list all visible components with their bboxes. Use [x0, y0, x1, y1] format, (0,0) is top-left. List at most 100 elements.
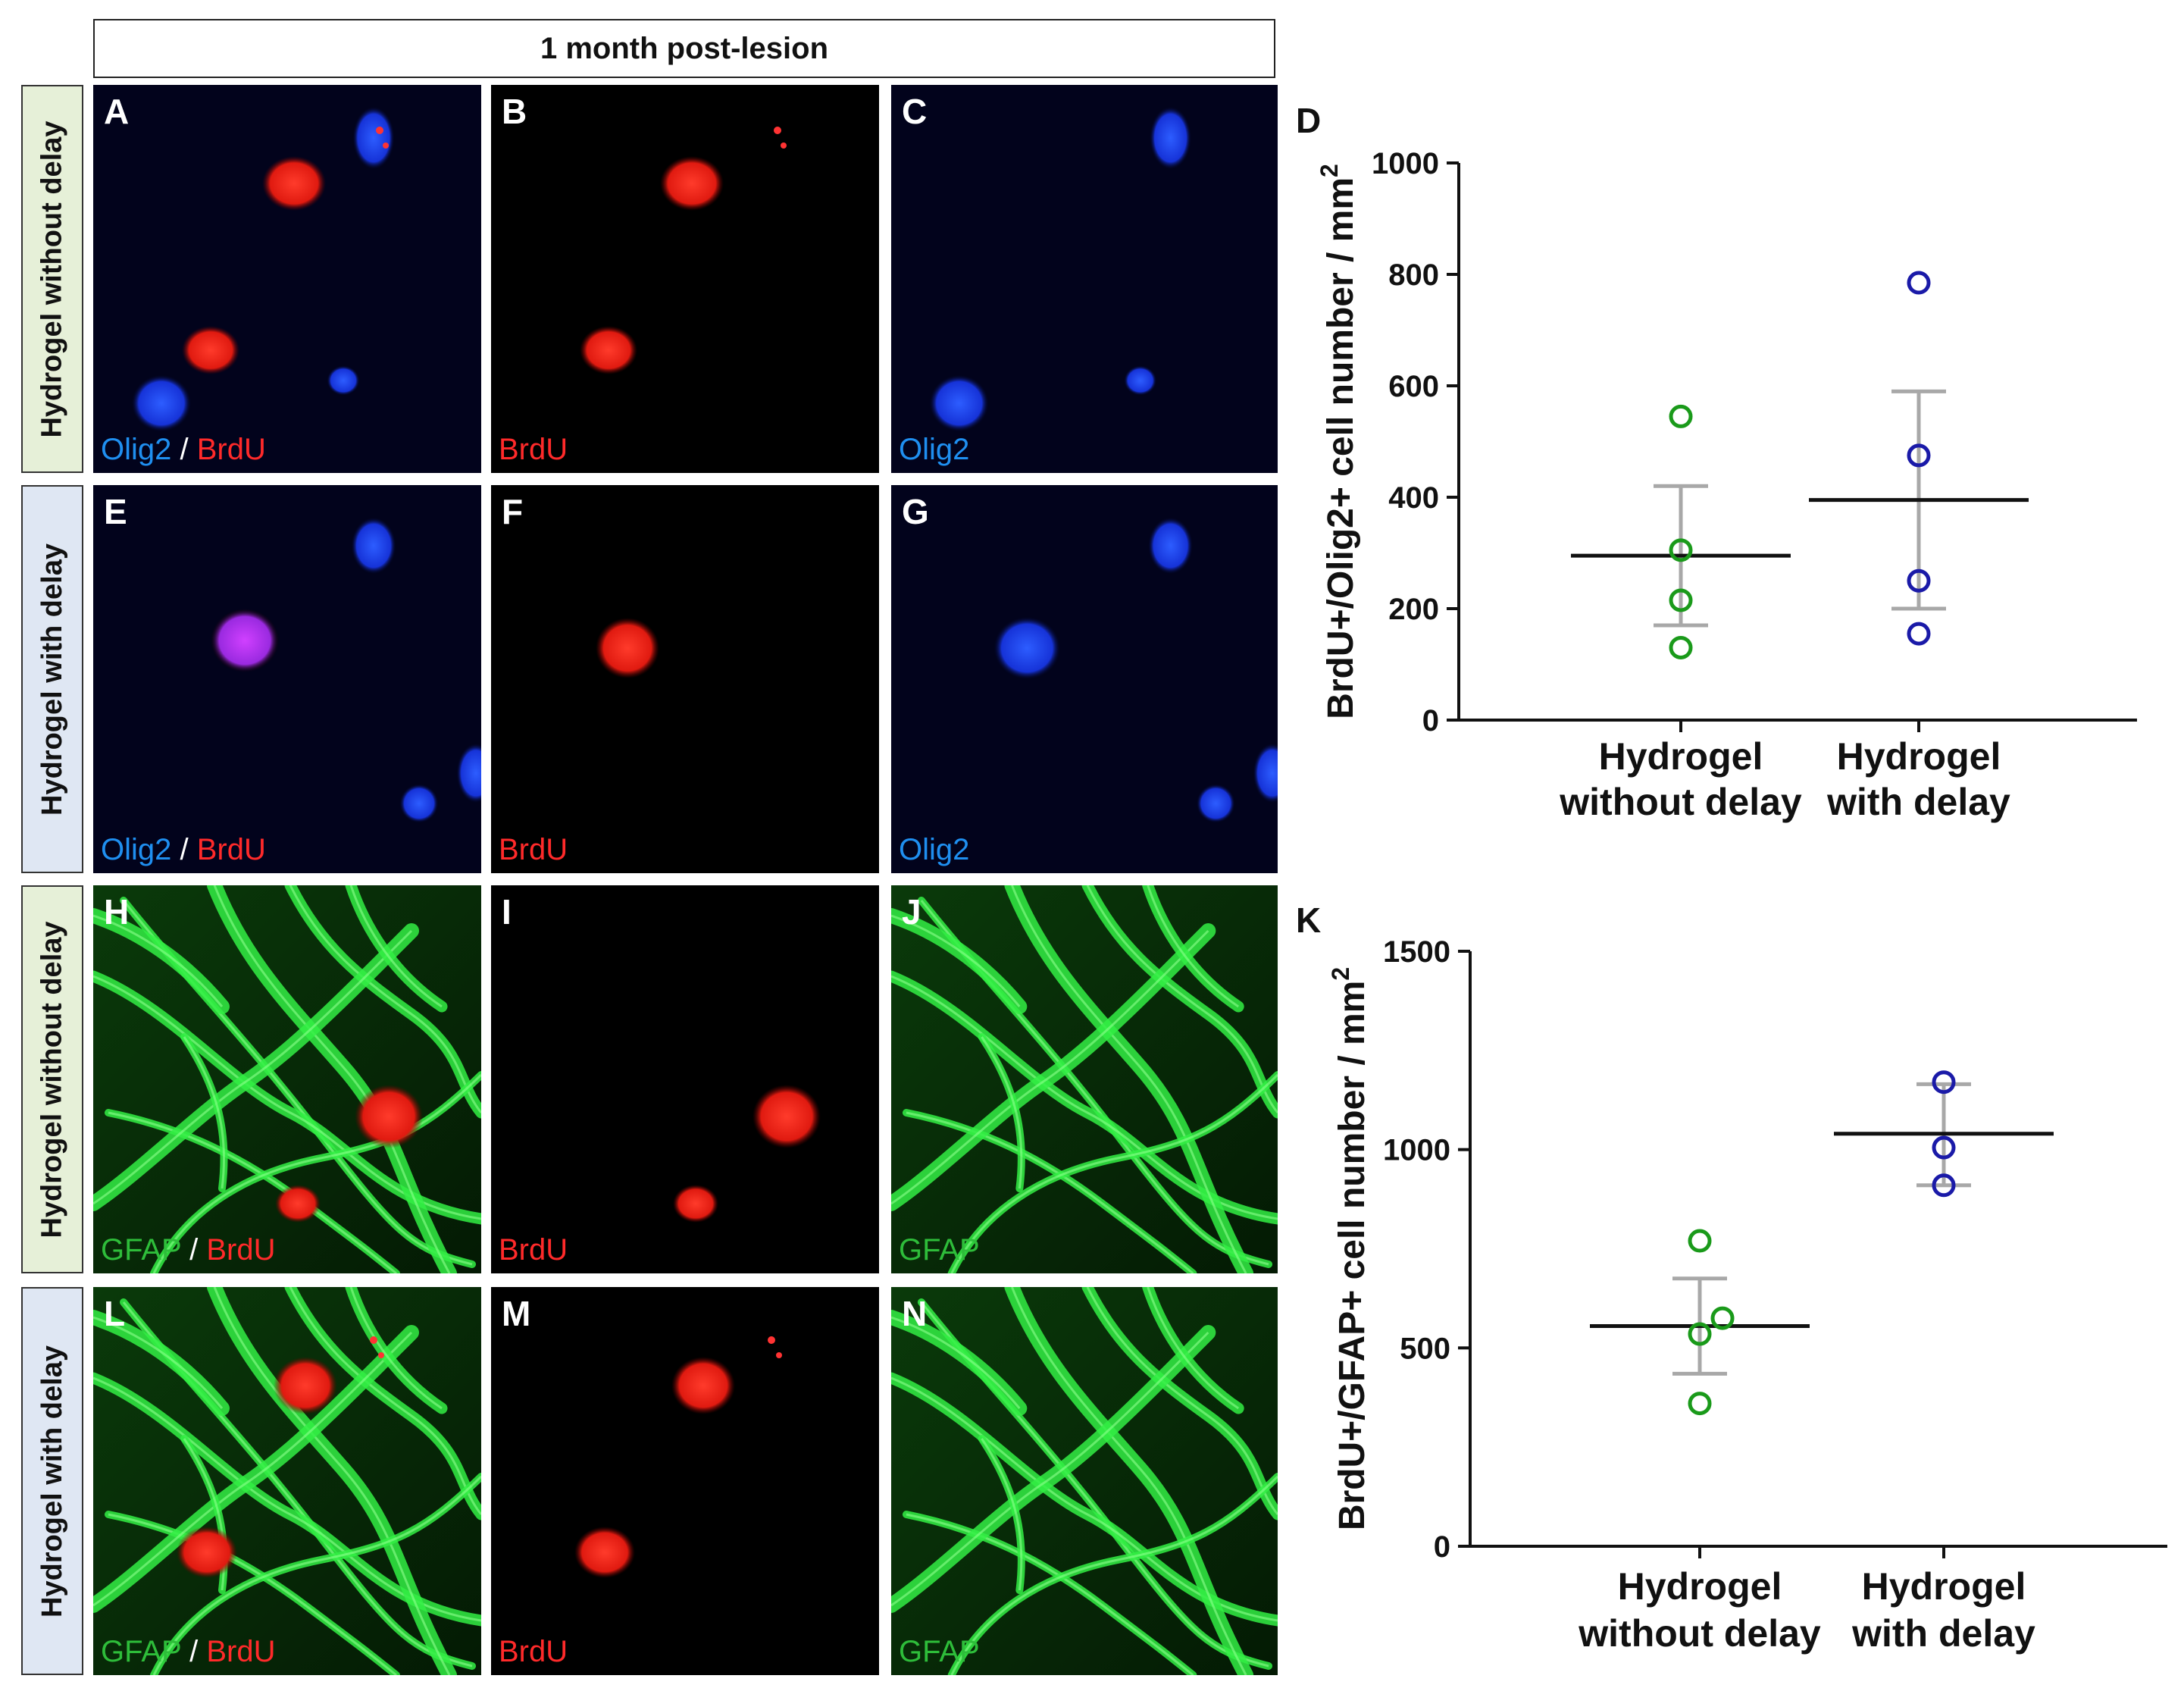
stain-label: Olig2 / BrdU [101, 433, 266, 467]
x-category-label-line1: Hydrogel [1618, 1565, 1782, 1608]
y-axis-label: BrdU+/Olig2+ cell number / mm2 [1316, 164, 1361, 719]
stain-olig2: Olig2 [899, 833, 970, 866]
data-point [1688, 1229, 1712, 1253]
y-tick-label: 1500 [1383, 935, 1450, 969]
stain-label: GFAP / BrdU [101, 1635, 275, 1669]
stain-label: BrdU [499, 1635, 568, 1669]
stain-brdu: BrdU [206, 1635, 276, 1668]
micrograph-panel-l: L GFAP / BrdU [93, 1287, 481, 1675]
stain-separator: / [180, 1635, 207, 1668]
stain-olig2: Olig2 [101, 433, 172, 466]
data-point [1907, 568, 1931, 593]
stain-brdu: BrdU [499, 1233, 568, 1267]
x-category-label-line1: Hydrogel [1837, 735, 2001, 778]
x-category-label-line2: without delay [1578, 1612, 1821, 1655]
data-point [1669, 538, 1693, 562]
panel-letter: I [502, 892, 512, 932]
data-point [1907, 622, 1931, 646]
panel-letter: G [902, 492, 929, 531]
micrograph-panel-b: B BrdU [491, 85, 879, 473]
micrograph-panel-m: M BrdU [491, 1287, 879, 1675]
y-tick-label: 800 [1388, 258, 1439, 292]
stain-separator: / [171, 833, 197, 866]
micrograph-panel-f: F BrdU [491, 485, 879, 873]
data-point [1932, 1070, 1956, 1095]
x-category-label-line2: with delay [1851, 1612, 2035, 1655]
row-label-1: Hydrogel without delay [21, 85, 83, 473]
stain-gfap: GFAP [899, 1233, 980, 1267]
y-tick-label: 1000 [1383, 1134, 1450, 1167]
x-category-label-line1: Hydrogel [1862, 1565, 2026, 1608]
data-point [1710, 1306, 1735, 1330]
y-tick-label: 0 [1434, 1530, 1450, 1564]
stain-brdu: BrdU [206, 1233, 276, 1267]
stain-brdu: BrdU [196, 833, 266, 866]
header-title: 1 month post-lesion [540, 31, 828, 65]
panel-letter: M [502, 1294, 531, 1333]
y-tick-label: 400 [1388, 481, 1439, 515]
data-point [1669, 404, 1693, 428]
stain-label: BrdU [499, 1233, 568, 1267]
data-point [1907, 443, 1931, 468]
data-point [1669, 635, 1693, 659]
micrograph-panel-h: H GFAP / BrdU [93, 885, 481, 1273]
stain-separator: / [180, 1233, 207, 1267]
micrograph-panel-i: I BrdU [491, 885, 879, 1273]
y-tick-label: 500 [1400, 1332, 1450, 1365]
stain-brdu: BrdU [499, 1635, 568, 1668]
stain-brdu: BrdU [499, 433, 568, 466]
y-tick-label: 1000 [1372, 147, 1439, 180]
y-tick-label: 200 [1388, 593, 1439, 626]
panel-letter: J [902, 892, 921, 932]
row-label-4: Hydrogel with delay [21, 1287, 83, 1675]
micrograph-panel-c: C Olig2 [891, 85, 1278, 473]
x-category-label-line1: Hydrogel [1599, 735, 1763, 778]
chart-panel-letter: D [1296, 101, 1321, 140]
stain-olig2: Olig2 [899, 433, 970, 466]
figure-header: 1 month post-lesion [93, 19, 1275, 78]
stain-gfap: GFAP [101, 1635, 181, 1668]
y-tick-label: 600 [1388, 370, 1439, 403]
y-tick-label: 0 [1422, 704, 1439, 738]
panel-letter: H [104, 892, 130, 932]
stain-label: Olig2 [899, 833, 969, 867]
stain-label: GFAP [899, 1635, 980, 1669]
stain-label: BrdU [499, 833, 568, 867]
x-category-label-line2: with delay [1826, 781, 2010, 823]
micrograph-panel-a: A Olig2 / BrdU [93, 85, 481, 473]
stain-gfap: GFAP [899, 1635, 980, 1668]
data-point [1932, 1173, 1956, 1198]
panel-letter: N [902, 1294, 928, 1333]
stain-olig2: Olig2 [101, 833, 172, 866]
panel-letter: E [104, 492, 127, 531]
data-point [1688, 1322, 1712, 1346]
stain-separator: / [171, 433, 197, 466]
micrograph-panel-j: J GFAP [891, 885, 1278, 1273]
panel-letter: A [104, 92, 130, 131]
stain-label: Olig2 / BrdU [101, 833, 266, 867]
data-point [1669, 588, 1693, 612]
micrograph-panel-n: N GFAP [891, 1287, 1278, 1675]
stain-label: GFAP [899, 1233, 980, 1267]
panel-letter: B [502, 92, 527, 131]
stain-gfap: GFAP [101, 1233, 181, 1267]
x-category-label-line2: without delay [1559, 781, 1802, 823]
stain-brdu: BrdU [196, 433, 266, 466]
chart-panel-letter: K [1296, 900, 1321, 940]
row-label-2: Hydrogel with delay [21, 485, 83, 873]
stain-label: GFAP / BrdU [101, 1233, 275, 1267]
panel-letter: C [902, 92, 928, 131]
data-point [1688, 1392, 1712, 1416]
y-axis-label-superscript: 2 [1316, 164, 1343, 177]
stain-label: Olig2 [899, 433, 969, 467]
stain-brdu: BrdU [499, 833, 568, 866]
row-label-3: Hydrogel without delay [21, 885, 83, 1273]
y-axis-label: BrdU+/GFAP+ cell number / mm2 [1327, 967, 1372, 1530]
y-axis-label-superscript: 2 [1327, 967, 1354, 981]
data-point [1907, 271, 1931, 295]
data-point [1932, 1135, 1956, 1160]
panel-letter: L [104, 1294, 126, 1333]
micrograph-panel-g: G Olig2 [891, 485, 1278, 873]
stain-label: BrdU [499, 433, 568, 467]
